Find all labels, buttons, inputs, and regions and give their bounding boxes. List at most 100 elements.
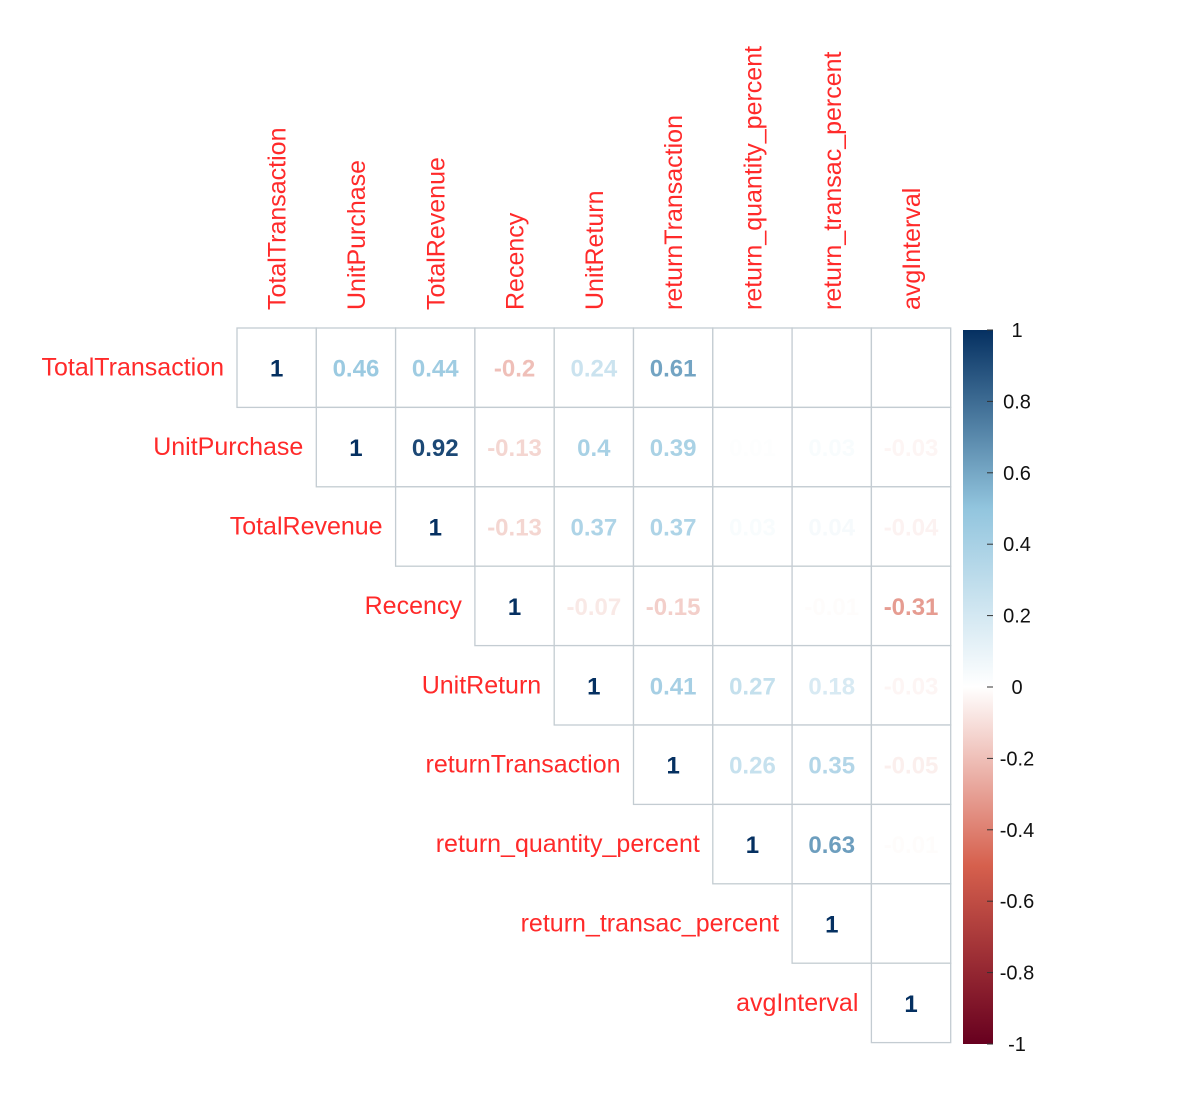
correlation-value: -0.05 — [884, 753, 939, 780]
matrix-cell — [791, 327, 873, 409]
colorbar-tick-label: 0 — [1011, 677, 1022, 699]
row-label: UnitPurchase — [153, 433, 303, 461]
colorbar-tick-label: 0.4 — [1003, 534, 1031, 556]
matrix-cell — [870, 406, 952, 488]
correlation-value: 0.41 — [650, 673, 697, 700]
matrix-cell — [791, 486, 873, 567]
row-label: Recency — [365, 592, 463, 620]
matrix-cell — [870, 565, 952, 647]
correlation-value: -0.01 — [804, 594, 859, 621]
colorbar: 1 0.8 0.6 0.4 0.2 0 -0.2 -0.4 -0.6 -0.8 -1 — [963, 320, 1034, 1056]
matrix-cell — [632, 327, 714, 409]
matrix-cell — [553, 486, 635, 567]
correlation-value: -0.31 — [884, 594, 939, 621]
matrix-cell — [632, 406, 714, 488]
matrix-cells — [236, 327, 952, 1044]
matrix-cell — [632, 486, 714, 567]
row-label: UnitReturn — [422, 671, 542, 699]
correlation-value: -0.07 — [566, 594, 621, 621]
matrix-cell — [791, 565, 873, 647]
correlation-value: 0.44 — [412, 356, 459, 383]
matrix-cell — [791, 883, 873, 964]
colorbar-tick-label: -0.8 — [1000, 963, 1034, 985]
matrix-cell — [553, 644, 635, 726]
correlation-value: 0.03 — [729, 515, 776, 542]
correlation-value: 0.24 — [570, 356, 617, 383]
matrix-cell — [712, 327, 793, 409]
colorbar-tick-label: -1 — [1008, 1034, 1026, 1056]
correlation-value: 0.01 — [729, 435, 776, 462]
correlation-value: -0.01 — [884, 832, 939, 859]
row-label: avgInterval — [736, 989, 858, 1017]
correlation-value: -0.03 — [884, 435, 939, 462]
column-label: TotalRevenue — [422, 157, 450, 310]
colorbar-tick-label: -0.2 — [1000, 748, 1034, 770]
matrix-cell — [315, 406, 397, 488]
correlation-value: 1 — [666, 753, 679, 780]
matrix-cell — [712, 803, 793, 885]
correlation-value: 0.63 — [808, 832, 855, 859]
correlation-value: -0.13 — [487, 435, 542, 462]
correlation-value: 0.03 — [808, 435, 855, 462]
correlation-value: -0.15 — [646, 594, 701, 621]
correlation-value: 1 — [429, 515, 442, 542]
column-label: UnitReturn — [581, 191, 609, 311]
correlation-value: 0.92 — [412, 435, 459, 462]
correlation-value: 0.04 — [808, 515, 855, 542]
row-label: returnTransaction — [426, 751, 621, 779]
matrix-cell — [870, 883, 952, 964]
matrix-cell — [394, 327, 476, 409]
matrix-cell — [791, 406, 873, 488]
column-label: return_quantity_percent — [739, 46, 767, 310]
colorbar-tick-label: 1 — [1011, 320, 1022, 342]
matrix-cell — [236, 327, 317, 409]
correlation-value: 0.61 — [650, 356, 697, 383]
matrix-cell — [712, 724, 793, 806]
correlation-value: 1 — [508, 594, 521, 621]
row-label: TotalRevenue — [230, 513, 383, 541]
correlation-value: 1 — [746, 832, 759, 859]
matrix-cell — [474, 486, 555, 567]
matrix-cell — [394, 486, 476, 567]
row-label: TotalTransaction — [42, 354, 225, 382]
colorbar-tick-label: 0.2 — [1003, 606, 1031, 628]
correlation-value: 0.39 — [650, 435, 697, 462]
matrix-cell — [474, 565, 555, 647]
colorbar-tick-label: 0.6 — [1003, 463, 1031, 485]
matrix-cell — [315, 327, 397, 409]
matrix-cell — [632, 565, 714, 647]
column-label: TotalTransaction — [264, 128, 292, 311]
column-label: avgInterval — [898, 188, 926, 310]
colorbar-tick-label: 0.8 — [1003, 391, 1031, 413]
matrix-cell — [870, 962, 952, 1044]
column-label: return_transac_percent — [819, 51, 847, 310]
correlation-value: -0.2 — [494, 356, 535, 383]
matrix-cell — [870, 327, 952, 409]
correlation-value: 1 — [825, 912, 838, 939]
correlation-value: 1 — [904, 991, 917, 1018]
column-label: Recency — [502, 212, 530, 310]
correlation-value: -0.13 — [487, 515, 542, 542]
column-label: UnitPurchase — [343, 160, 371, 310]
correlation-value: 0.4 — [577, 435, 611, 462]
matrix-cell — [712, 486, 793, 567]
correlation-value: 0.26 — [729, 753, 776, 780]
colorbar-tick-label: -0.6 — [1000, 891, 1034, 913]
correlation-value: 1 — [349, 435, 362, 462]
matrix-cell — [870, 803, 952, 885]
row-label: return_quantity_percent — [436, 830, 700, 858]
matrix-cell — [632, 724, 714, 806]
matrix-values: 1 0.46 0.44 -0.2 0.24 0.61 1 0.92 -0.13 0.4 0.39 0.… — [270, 356, 939, 1018]
correlation-value: 0.35 — [808, 753, 855, 780]
colorbar-tick-label: -0.4 — [1000, 820, 1034, 842]
row-label: return_transac_percent — [521, 910, 780, 938]
row-labels: TotalTransaction UnitPurchase TotalRevenue… — [42, 354, 859, 1017]
correlation-value: 0.37 — [570, 515, 617, 542]
correlation-value: 0.46 — [333, 356, 380, 383]
column-labels: TotalTransaction UnitPurchase TotalRevenue… — [264, 46, 926, 310]
correlation-value: 1 — [587, 673, 600, 700]
matrix-cell — [870, 724, 952, 806]
correlation-value: 1 — [270, 356, 283, 383]
correlation-value: -0.03 — [884, 673, 939, 700]
